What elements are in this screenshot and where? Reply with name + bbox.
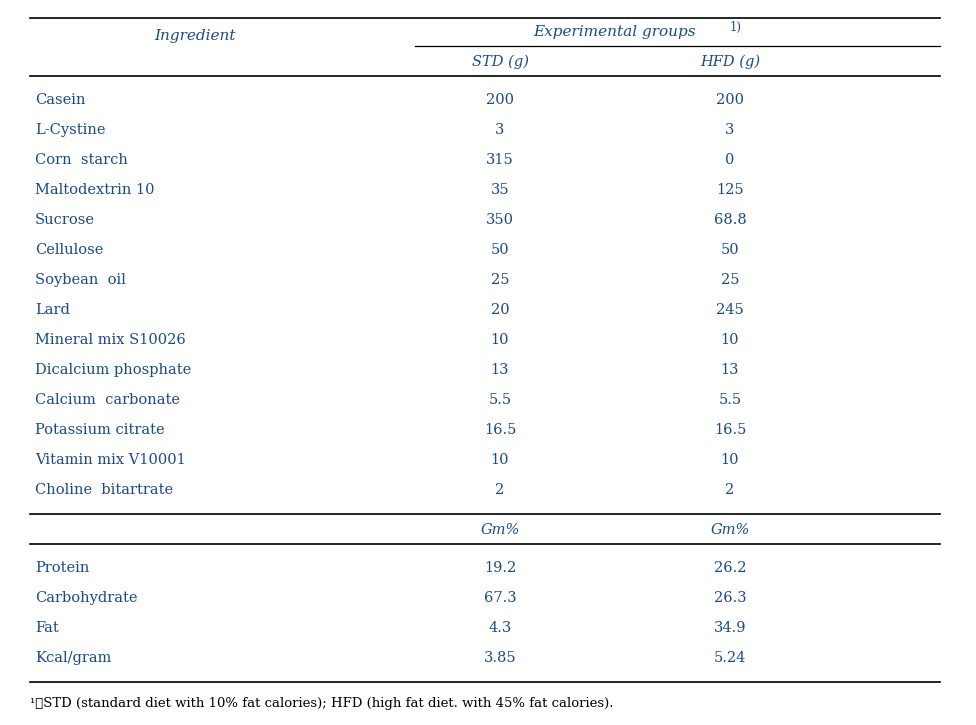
Text: 5.24: 5.24: [713, 651, 747, 665]
Text: 245: 245: [716, 303, 744, 317]
Text: Gm%: Gm%: [480, 523, 519, 537]
Text: 20: 20: [491, 303, 509, 317]
Text: 3: 3: [495, 123, 505, 137]
Text: Casein: Casein: [35, 93, 86, 107]
Text: 10: 10: [491, 453, 509, 467]
Text: Vitamin mix V10001: Vitamin mix V10001: [35, 453, 185, 467]
Text: Protein: Protein: [35, 561, 90, 575]
Text: Ingredient: Ingredient: [154, 29, 236, 43]
Text: Kcal/gram: Kcal/gram: [35, 651, 111, 665]
Text: Cellulose: Cellulose: [35, 243, 103, 257]
Text: 50: 50: [720, 243, 739, 257]
Text: 2: 2: [725, 483, 735, 497]
Text: 13: 13: [491, 363, 509, 377]
Text: 34.9: 34.9: [713, 621, 747, 635]
Text: 200: 200: [486, 93, 514, 107]
Text: Corn  starch: Corn starch: [35, 153, 128, 167]
Text: 3: 3: [725, 123, 735, 137]
Text: 10: 10: [491, 333, 509, 347]
Text: 35: 35: [491, 183, 509, 197]
Text: 0: 0: [725, 153, 735, 167]
Text: Mineral mix S10026: Mineral mix S10026: [35, 333, 185, 347]
Text: HFD (g): HFD (g): [700, 55, 760, 69]
Text: Calcium  carbonate: Calcium carbonate: [35, 393, 180, 407]
Text: 5.5: 5.5: [488, 393, 511, 407]
Text: 125: 125: [716, 183, 744, 197]
Text: 200: 200: [716, 93, 744, 107]
Text: Dicalcium phosphate: Dicalcium phosphate: [35, 363, 191, 377]
Text: 10: 10: [720, 453, 739, 467]
Text: 13: 13: [720, 363, 739, 377]
Text: 3.85: 3.85: [484, 651, 516, 665]
Text: 4.3: 4.3: [488, 621, 511, 635]
Text: 10: 10: [720, 333, 739, 347]
Text: Experimental groups: Experimental groups: [534, 25, 696, 39]
Text: Potassium citrate: Potassium citrate: [35, 423, 165, 437]
Text: 68.8: 68.8: [713, 213, 747, 227]
Text: STD (g): STD (g): [471, 55, 528, 69]
Text: L-Cystine: L-Cystine: [35, 123, 105, 137]
Text: Choline  bitartrate: Choline bitartrate: [35, 483, 173, 497]
Text: 315: 315: [486, 153, 514, 167]
Text: 350: 350: [486, 213, 514, 227]
Text: Sucrose: Sucrose: [35, 213, 95, 227]
Text: Carbohydrate: Carbohydrate: [35, 591, 138, 605]
Text: Lard: Lard: [35, 303, 70, 317]
Text: Gm%: Gm%: [711, 523, 750, 537]
Text: 2: 2: [496, 483, 505, 497]
Text: 16.5: 16.5: [484, 423, 516, 437]
Text: 5.5: 5.5: [718, 393, 742, 407]
Text: 67.3: 67.3: [484, 591, 516, 605]
Text: Fat: Fat: [35, 621, 59, 635]
Text: 1): 1): [730, 20, 742, 33]
Text: 16.5: 16.5: [713, 423, 747, 437]
Text: Soybean  oil: Soybean oil: [35, 273, 126, 287]
Text: 25: 25: [720, 273, 739, 287]
Text: ¹⧪STD (standard diet with 10% fat calories); HFD (high fat diet. with 45% fat ca: ¹⧪STD (standard diet with 10% fat calori…: [30, 697, 614, 710]
Text: Maltodextrin 10: Maltodextrin 10: [35, 183, 154, 197]
Text: 26.3: 26.3: [713, 591, 747, 605]
Text: 26.2: 26.2: [713, 561, 747, 575]
Text: 19.2: 19.2: [484, 561, 516, 575]
Text: 25: 25: [491, 273, 509, 287]
Text: 50: 50: [491, 243, 509, 257]
